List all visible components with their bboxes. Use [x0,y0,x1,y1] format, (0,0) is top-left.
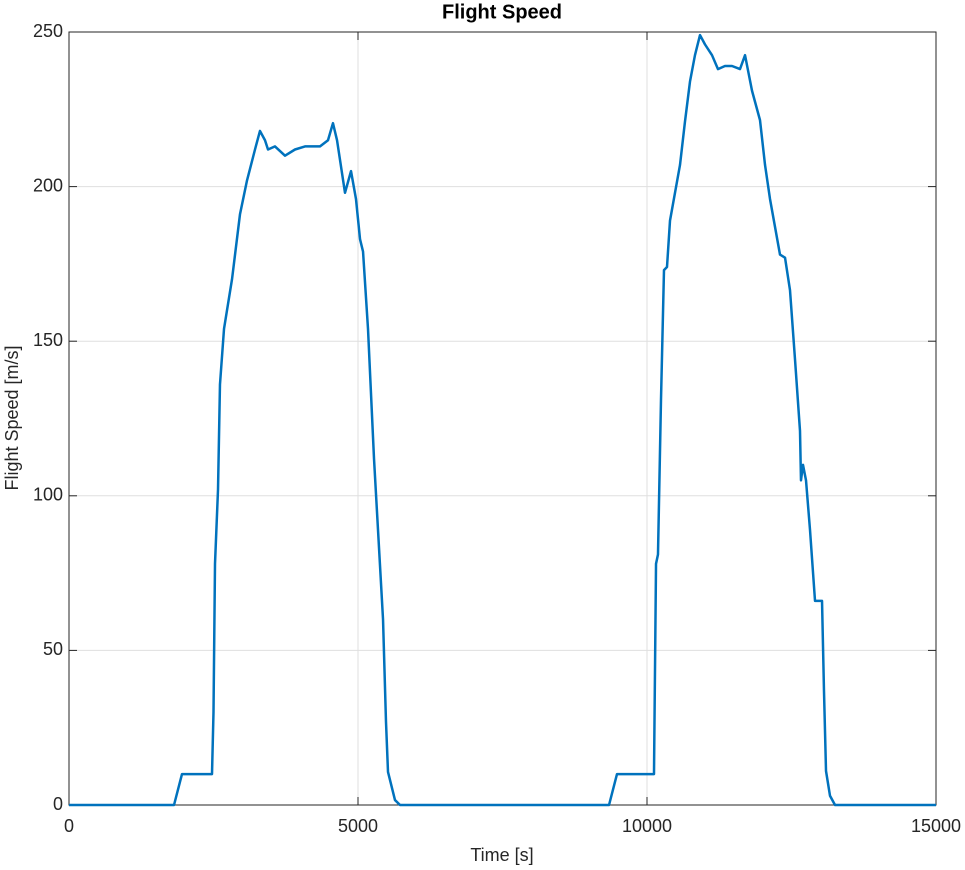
y-tick-label: 250 [33,21,63,41]
x-tick-label: 10000 [622,816,672,836]
plot-frame [68,31,937,806]
y-tick-label: 0 [53,794,63,814]
y-tick-label: 200 [33,175,63,195]
y-tick-label: 50 [43,639,63,659]
x-tick-label: 0 [64,816,74,836]
x-tick-label: 15000 [911,816,961,836]
x-tick-label: 5000 [338,816,378,836]
line-series [69,33,936,807]
x-axis-label: Time [s] [470,845,533,865]
y-axis-label: Flight Speed [m/s] [2,345,22,490]
chart-title: Flight Speed [442,1,562,23]
y-tick-label: 100 [33,485,63,505]
y-tick-label: 150 [33,330,63,350]
